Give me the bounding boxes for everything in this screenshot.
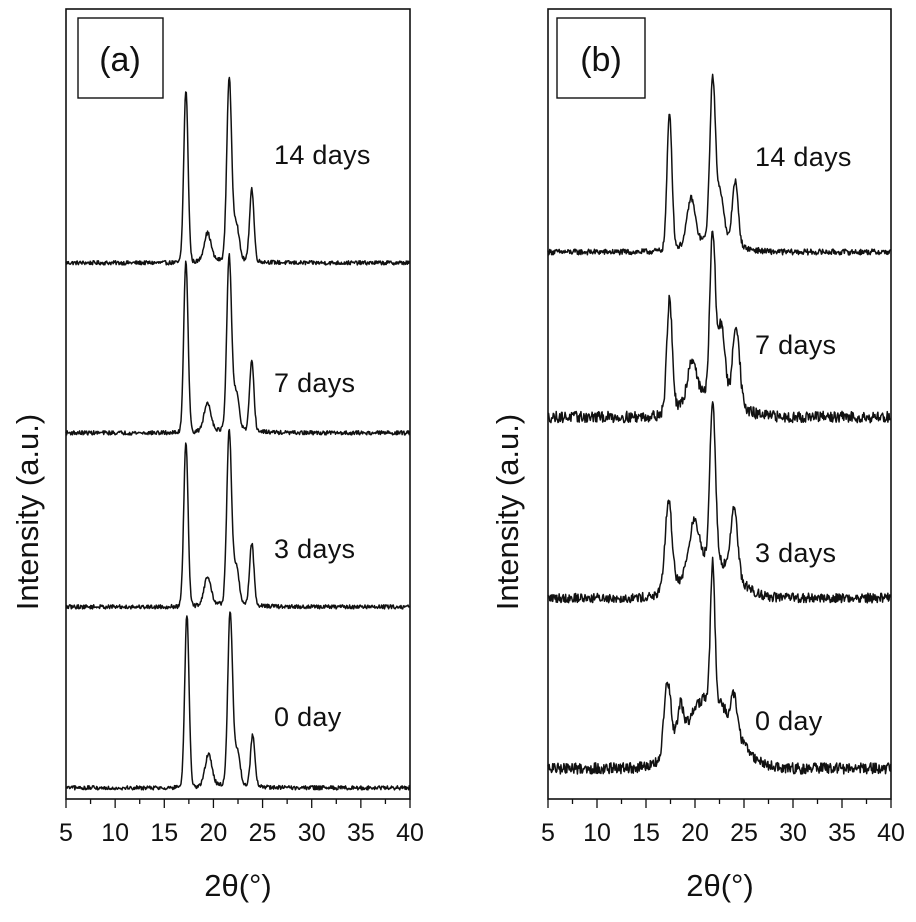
panel-b-label: (b)	[580, 41, 622, 79]
xrd-trace-0-day	[65, 611, 410, 791]
panel-b-chart: (b) 14 days 7 days 3 days 0 day 5 10 15 20 25 30…	[490, 8, 905, 903]
panel-b-label-box	[556, 17, 646, 99]
xrd-trace-14-days	[547, 73, 891, 256]
panel-a-plot-frame	[65, 8, 411, 800]
xrd-trace-3-days	[65, 428, 411, 610]
x-tick-label: 15	[150, 819, 178, 847]
panel-a-x-axis-label: 2θ(°)	[204, 868, 272, 903]
x-tick-label: 25	[249, 819, 277, 847]
panel-b-traces: 14 days 7 days 3 days 0 day	[547, 73, 892, 775]
x-tick-label: 10	[101, 819, 129, 847]
curve-label-0-day: 0 day	[755, 706, 823, 736]
x-tick-label: 15	[632, 819, 660, 847]
x-tick-label: 5	[59, 819, 73, 847]
x-tick-label: 35	[347, 819, 375, 847]
xrd-trace-7-days	[547, 230, 892, 424]
panel-b-x-axis-label: 2θ(°)	[686, 868, 754, 903]
x-tick-label: 40	[396, 819, 424, 847]
xrd-trace-3-days	[547, 401, 892, 604]
curve-label-7-days: 7 days	[755, 330, 836, 360]
xrd-trace-14-days	[65, 76, 411, 266]
panel-a-label-box	[77, 17, 164, 99]
x-tick-label: 25	[730, 819, 758, 847]
panel-a-y-axis-label: Intensity (a.u.)	[10, 414, 45, 610]
curve-label-3-days: 3 days	[274, 534, 355, 564]
x-tick-label: 40	[877, 819, 905, 847]
panel-b-y-axis-label: Intensity (a.u.)	[490, 414, 525, 610]
x-tick-label: 30	[779, 819, 807, 847]
panel-a-traces: 14 days 7 days 3 days 0 day	[65, 76, 411, 791]
panel-a-x-ticks: 5 10 15 20 25 30 35 40	[59, 799, 424, 847]
x-tick-label: 5	[541, 819, 555, 847]
x-tick-label: 20	[681, 819, 709, 847]
curve-label-7-days: 7 days	[274, 368, 355, 398]
xrd-trace-0-day	[547, 556, 892, 775]
x-tick-label: 35	[828, 819, 856, 847]
panel-b-x-ticks: 5 10 15 20 25 30 35 40	[541, 799, 905, 847]
curve-label-0-day: 0 day	[274, 702, 342, 732]
panel-b-plot-frame	[547, 8, 892, 800]
curve-label-14-days: 14 days	[755, 142, 852, 172]
panel-a-label: (a)	[99, 41, 141, 79]
x-tick-label: 20	[200, 819, 228, 847]
x-tick-label: 30	[298, 819, 326, 847]
xrd-trace-7-days	[65, 253, 411, 436]
panel-a-chart: (a) 14 days 7 days 3 days 0 day 5 10 15 20 25 30…	[10, 8, 424, 903]
curve-label-14-days: 14 days	[274, 140, 371, 170]
curve-label-3-days: 3 days	[755, 538, 836, 568]
x-tick-label: 10	[583, 819, 611, 847]
